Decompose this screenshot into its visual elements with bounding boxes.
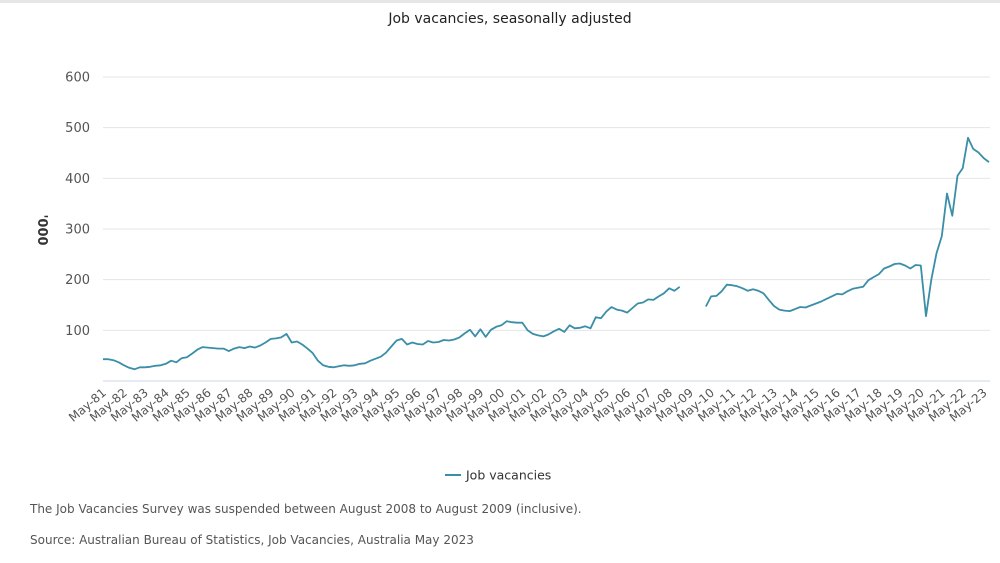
y-axis-label: '000	[34, 214, 49, 245]
series-line-job-vacancies-segment-1[interactable]	[103, 286, 681, 371]
y-tick-label: 300	[65, 223, 90, 238]
y-tick-label: 100	[65, 324, 90, 339]
series-layer	[103, 136, 990, 371]
survey-suspension-note: The Job Vacancies Survey was suspended b…	[30, 502, 582, 516]
source-note: Source: Australian Bureau of Statistics,…	[30, 533, 474, 547]
legend-label-job-vacancies: Job vacancies	[465, 468, 551, 483]
y-axis-ticks: 100 200 300 400 500 600	[65, 71, 90, 339]
series-line-job-vacancies-segment-2[interactable]	[705, 136, 990, 317]
grid-lines	[103, 76, 990, 382]
x-axis-ticks: May-81May-82May-83May-84May-85May-86May-…	[66, 386, 990, 425]
y-tick-label: 600	[65, 71, 90, 86]
legend[interactable]: Job vacancies	[445, 468, 551, 483]
line-chart: Job vacancies, seasonally adjusted '000 …	[34, 11, 990, 483]
y-tick-label: 400	[65, 172, 90, 187]
chart-title: Job vacancies, seasonally adjusted	[387, 11, 631, 27]
top-border	[0, 0, 1000, 3]
y-tick-label: 500	[65, 121, 90, 136]
y-tick-label: 200	[65, 273, 90, 288]
